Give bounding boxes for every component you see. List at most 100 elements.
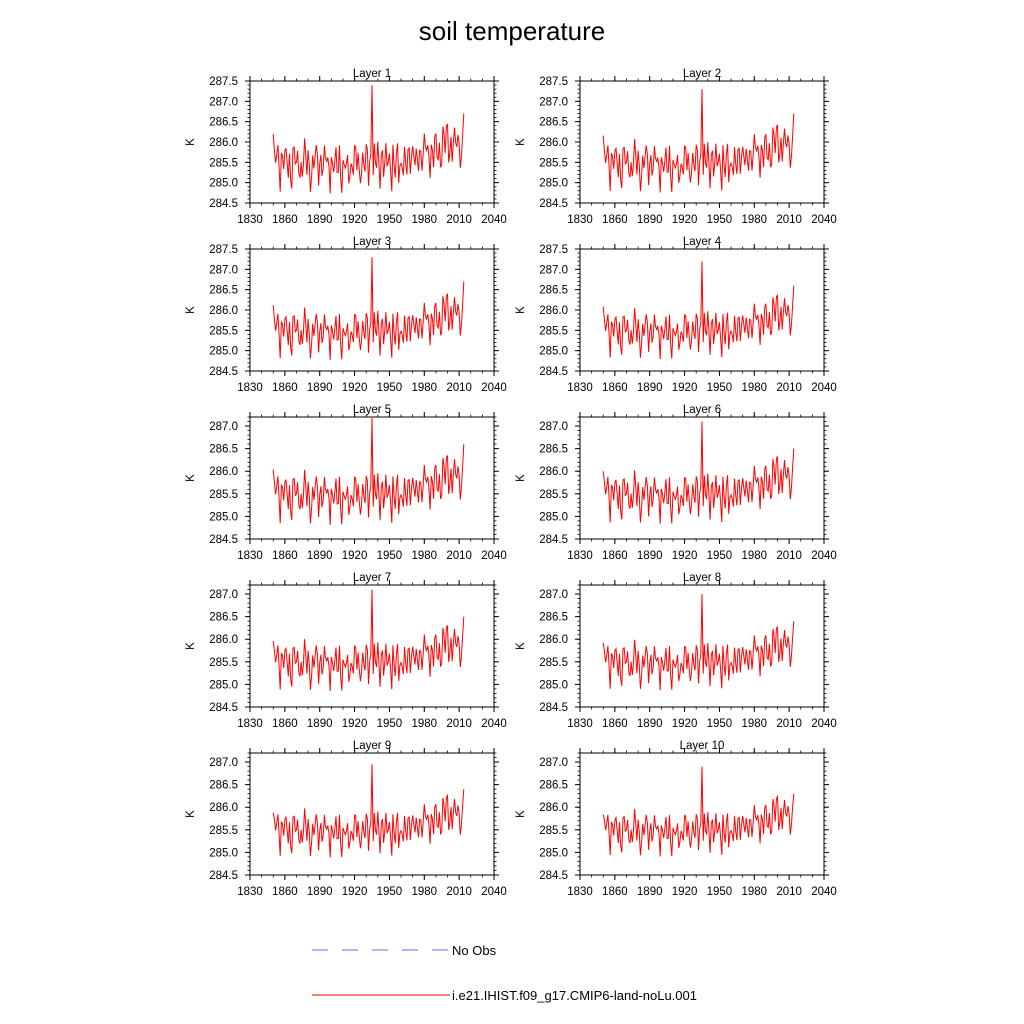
- x-tick-label: 1860: [272, 382, 298, 394]
- x-tick-label: 1830: [567, 214, 593, 226]
- x-tick-label: 1830: [567, 718, 593, 730]
- y-axis-label: K: [185, 306, 197, 314]
- x-tick-label: 1980: [411, 718, 437, 730]
- plot-frame: [579, 416, 825, 540]
- series-line: [602, 261, 795, 360]
- y-tick-label: 285.5: [209, 325, 238, 337]
- x-tick-label: 1830: [567, 886, 593, 898]
- legend: No Obs i.e21.IHIST.f09_g17.CMIP6-land-noL…: [312, 943, 697, 1003]
- y-tick-label: 286.0: [209, 466, 238, 478]
- x-tick-label: 1980: [411, 382, 437, 394]
- y-tick-label: 285.5: [539, 657, 568, 669]
- y-tick-label: 286.5: [539, 117, 568, 129]
- y-tick-label: 287.0: [539, 589, 568, 601]
- y-axis-label: K: [515, 474, 527, 482]
- x-tick-label: 1950: [377, 886, 403, 898]
- y-tick-label: 284.5: [209, 366, 238, 378]
- x-tick-label: 1890: [637, 886, 663, 898]
- x-tick-label: 1860: [602, 550, 628, 562]
- y-tick-label: 285.5: [539, 325, 568, 337]
- x-tick-label: 1920: [672, 718, 698, 730]
- plot-frame: [579, 584, 825, 708]
- x-tick-label: 2010: [776, 214, 802, 226]
- x-tick-label: 1980: [741, 886, 767, 898]
- y-tick-label: 285.0: [539, 511, 568, 523]
- y-axis-label: K: [515, 138, 527, 146]
- y-tick-label: 286.5: [209, 780, 238, 792]
- x-tick-label: 1890: [307, 718, 333, 730]
- x-tick-label: 2040: [811, 718, 837, 730]
- x-tick-label: 2040: [481, 550, 507, 562]
- x-tick-label: 1950: [377, 550, 403, 562]
- series-line: [602, 766, 795, 857]
- x-tick-label: 1830: [237, 718, 263, 730]
- y-tick-label: 284.5: [539, 702, 568, 714]
- y-tick-label: 284.5: [539, 534, 568, 546]
- x-tick-label: 2040: [811, 550, 837, 562]
- panel-title: Layer 1: [353, 68, 391, 80]
- plot-frame: [579, 752, 825, 876]
- y-tick-label: 284.5: [539, 366, 568, 378]
- panel-title: Layer 4: [683, 236, 722, 248]
- x-tick-label: 2010: [446, 382, 472, 394]
- y-tick-label: 287.0: [209, 421, 238, 433]
- x-tick-label: 2040: [481, 214, 507, 226]
- x-tick-label: 1830: [237, 550, 263, 562]
- legend-obs-label: No Obs: [452, 943, 497, 958]
- y-tick-label: 285.0: [539, 178, 568, 190]
- x-tick-label: 1890: [637, 718, 663, 730]
- x-tick-label: 1950: [707, 886, 733, 898]
- x-tick-label: 1830: [237, 382, 263, 394]
- y-tick-label: 284.5: [209, 534, 238, 546]
- x-tick-label: 1830: [567, 550, 593, 562]
- y-tick-label: 284.5: [209, 870, 238, 882]
- x-tick-label: 2040: [481, 886, 507, 898]
- x-tick-label: 2010: [446, 550, 472, 562]
- panel-layer-3: Layer 3 287.5 287.0 286.5 286.0 285.5 285.0 284…: [185, 236, 507, 394]
- y-tick-label: 285.0: [209, 847, 238, 859]
- y-tick-label: 287.0: [209, 589, 238, 601]
- y-tick-label: 287.0: [539, 96, 568, 108]
- panel-layer-1: Layer 1 287.5 287.0 286.5 286.0 285.5 285.0 284…: [185, 68, 507, 226]
- x-tick-label: 2010: [446, 214, 472, 226]
- x-tick-label: 1860: [272, 718, 298, 730]
- figure-title: soil temperature: [419, 16, 605, 46]
- x-tick-label: 1980: [411, 214, 437, 226]
- panel-layer-2: Layer 2 287.5 287.0 286.5 286.0 285.5 285.0 284…: [515, 68, 837, 226]
- y-tick-label: 286.5: [209, 117, 238, 129]
- x-tick-label: 1890: [307, 550, 333, 562]
- y-tick-label: 286.5: [539, 612, 568, 624]
- x-tick-label: 2040: [811, 886, 837, 898]
- panel-title: Layer 8: [683, 572, 721, 584]
- x-tick-label: 1860: [272, 886, 298, 898]
- y-axis-label: K: [185, 642, 197, 650]
- series-line: [272, 764, 465, 858]
- x-tick-label: 1890: [637, 550, 663, 562]
- x-tick-label: 2040: [811, 382, 837, 394]
- y-axis-label: K: [185, 138, 197, 146]
- y-tick-label: 287.5: [209, 76, 238, 88]
- y-tick-label: 287.0: [539, 421, 568, 433]
- x-tick-label: 1950: [707, 382, 733, 394]
- y-tick-label: 286.0: [539, 802, 568, 814]
- y-tick-label: 284.5: [209, 198, 238, 210]
- x-tick-label: 2010: [446, 718, 472, 730]
- y-tick-label: 285.5: [209, 157, 238, 169]
- panel-title: Layer 6: [683, 404, 721, 416]
- x-tick-label: 1920: [342, 886, 368, 898]
- y-tick-label: 287.0: [539, 757, 568, 769]
- x-tick-label: 1980: [741, 718, 767, 730]
- y-tick-label: 285.0: [539, 346, 568, 358]
- panel-title: Layer 7: [353, 572, 391, 584]
- x-tick-label: 1950: [707, 550, 733, 562]
- y-tick-label: 286.5: [539, 444, 568, 456]
- y-tick-label: 286.0: [539, 305, 568, 317]
- x-tick-label: 2010: [776, 718, 802, 730]
- y-axis-label: K: [515, 642, 527, 650]
- y-tick-label: 284.5: [209, 702, 238, 714]
- x-tick-label: 1920: [672, 214, 698, 226]
- plot-frame: [249, 416, 495, 540]
- x-tick-label: 1980: [741, 382, 767, 394]
- y-tick-label: 286.0: [209, 137, 238, 149]
